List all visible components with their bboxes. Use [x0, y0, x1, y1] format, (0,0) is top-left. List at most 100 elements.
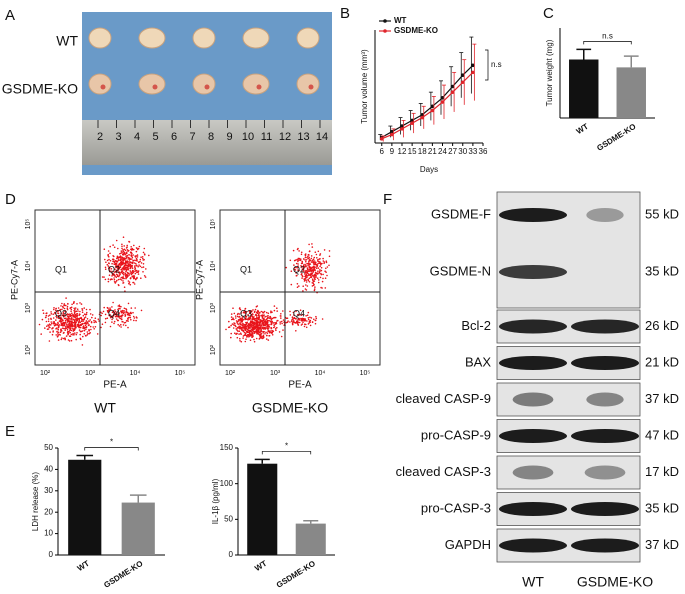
event-dot [108, 262, 110, 265]
event-dot [66, 328, 69, 331]
blot-row-label: Bcl-2 [461, 318, 491, 333]
flow-x-tick: 10³ [270, 370, 281, 377]
event-dot [238, 307, 241, 310]
event-dot [241, 318, 244, 320]
event-dot [318, 260, 320, 263]
event-dot [137, 265, 139, 268]
event-dot [104, 258, 106, 261]
event-dot [326, 274, 328, 277]
event-dot [256, 320, 259, 323]
event-dot [94, 320, 97, 323]
event-dot [123, 258, 125, 260]
flow-x-tick: 10⁵ [360, 370, 371, 377]
blot-band [499, 429, 567, 443]
event-dot [249, 339, 252, 342]
event-dot [127, 268, 130, 271]
event-dot [251, 324, 253, 326]
flow-plot-label: GSDME-KO [252, 400, 328, 416]
event-dot [72, 318, 74, 320]
event-dot [297, 263, 299, 265]
event-dot [70, 333, 73, 336]
x-tick-label: 15 [408, 147, 417, 156]
event-dot [308, 250, 311, 252]
flow-x-tick: 10⁴ [130, 370, 141, 377]
event-dot [125, 277, 127, 280]
event-dot [104, 268, 107, 271]
event-dot [101, 276, 104, 278]
flow-x-tick: 10² [225, 370, 236, 377]
event-dot [57, 331, 60, 334]
event-dot [311, 321, 314, 324]
event-dot [127, 316, 130, 319]
event-dot [75, 333, 78, 336]
event-dot [286, 321, 289, 324]
event-dot [123, 311, 125, 314]
event-dot [324, 287, 327, 289]
blot-size-label: 55 kD [645, 206, 679, 221]
event-dot [273, 305, 276, 307]
event-dot [136, 247, 138, 250]
event-dot [67, 325, 70, 327]
event-dot [124, 249, 127, 252]
event-dot [94, 317, 97, 320]
event-dot [299, 259, 302, 262]
x-tick-label: 24 [438, 147, 447, 156]
event-dot [230, 332, 232, 335]
event-dot [319, 253, 322, 255]
blot-row-label: cleaved CASP-3 [396, 464, 491, 479]
event-dot [259, 326, 262, 328]
event-dot [59, 318, 62, 320]
event-dot [295, 259, 297, 261]
event-dot [69, 322, 71, 325]
y-tick-label: 0 [49, 550, 54, 559]
event-dot [296, 266, 299, 269]
event-dot [67, 313, 70, 316]
event-dot [296, 258, 298, 261]
event-dot [63, 324, 66, 327]
event-dot [115, 262, 118, 265]
event-dot [130, 248, 133, 250]
event-dot [86, 318, 89, 320]
x-tick-label: 6 [380, 147, 385, 156]
event-dot [57, 316, 60, 318]
event-dot [255, 311, 258, 314]
event-dot [275, 322, 278, 325]
event-dot [130, 307, 133, 309]
event-dot [244, 340, 247, 343]
event-dot [120, 279, 123, 281]
event-dot [303, 258, 305, 260]
significance-label: n.s [491, 60, 502, 69]
bar [68, 459, 102, 555]
event-dot [242, 337, 244, 339]
event-dot [62, 314, 64, 316]
event-dot [65, 323, 68, 325]
event-dot [275, 329, 277, 332]
event-dot [324, 270, 326, 273]
tumor [242, 73, 270, 95]
ruler-number: 2 [97, 131, 103, 143]
event-dot [97, 318, 100, 321]
event-dot [321, 318, 324, 320]
event-dot [125, 269, 128, 271]
event-dot [271, 330, 273, 332]
event-dot [277, 319, 279, 322]
event-dot [297, 265, 299, 267]
event-dot [307, 254, 310, 256]
blot-band [571, 502, 639, 516]
event-dot [126, 244, 128, 247]
event-dot [308, 257, 310, 260]
event-dot [118, 256, 120, 259]
event-dot [122, 271, 125, 274]
event-dot [107, 250, 110, 252]
significance-bracket [84, 447, 139, 451]
event-dot [295, 330, 297, 332]
event-dot [74, 308, 76, 311]
event-dot [325, 260, 328, 263]
event-dot [126, 266, 128, 269]
x-tick-label: 18 [418, 147, 427, 156]
event-dot [116, 279, 118, 282]
event-dot [100, 314, 102, 317]
event-dot [302, 321, 304, 324]
event-dot [111, 318, 113, 321]
event-dot [129, 258, 131, 261]
